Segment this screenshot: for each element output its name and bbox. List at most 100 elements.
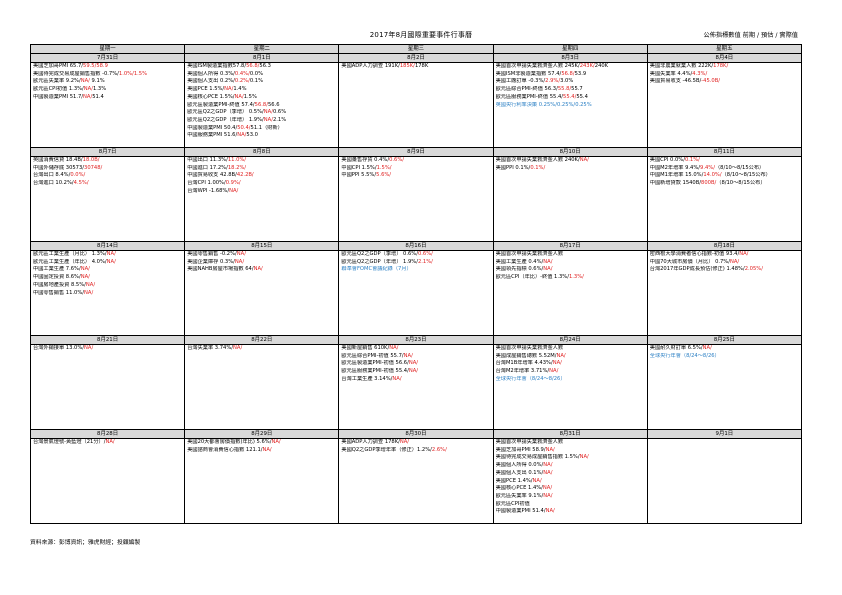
event-item: 美國PCE 1.4%/NA/	[496, 478, 645, 486]
event-forecast: NA/	[543, 266, 553, 273]
event-text: 美國首次申請失業救濟金人數 245K/	[495, 63, 580, 70]
event-text: 美國諮商會消費信心指數 121.1/	[187, 446, 263, 453]
event-forecast: NA/	[253, 266, 263, 273]
legend: 公佈指標數值 前期 / 預估 / 實際值	[703, 32, 798, 39]
event-list: 英國消費信貸 18.4B/18.0B/中國外儲存底 30573/30748/台灣…	[32, 158, 184, 241]
date-row: 7月31日 8月1日 8月2日 8月3日 8月4日	[29, 53, 803, 63]
event-forecast: 56.8/	[561, 70, 575, 77]
event-text: 美國待完成交易成屋銷售指數 1.5%/	[495, 454, 580, 461]
event-text: 台灣2017年GDP成長預估(修正) 1.48%/	[649, 266, 745, 273]
calendar-table: 星期一 星期二 星期三 星期四 星期五 7月31日 8月1日 8月2日 8月3日 8月4…	[29, 44, 803, 524]
event-text: 歐元區Q2之GDP（年增） 1.9%/	[341, 258, 418, 265]
event-item: 美國核心PCE 1.4%/NA/	[496, 485, 645, 493]
event-text: 中國CPI 1.5%/	[341, 164, 377, 171]
event-actual: （8/10～8/15公布）	[714, 164, 765, 171]
day-events-cell: 美國首次申請失業救濟金人數 245K/243K/240K 美國ISM非製造業指數 …	[492, 62, 648, 148]
event-text: 歐元區失業率 9.1%/	[495, 492, 544, 499]
event-text: 全球央行年會（8/24～8/26）	[649, 352, 720, 359]
event-item: 美國個人支出 0.1%/NA/	[496, 470, 645, 478]
event-text: 歐元區CPI初值	[495, 500, 530, 507]
event-item: 台灣CPI 1.00%/0.9%/	[187, 180, 336, 188]
event-list: 美國首次申請失業救濟金人數 美國成屋銷售總數 5.52M/NA/台灣M1B年增率 …	[494, 346, 646, 429]
event-text: 歐元區工業生產（月比） 1.3%/	[33, 251, 107, 258]
event-item: 台灣進口 10.2%/4.5%/	[33, 180, 182, 188]
event-item: 歐元區CPI（年比）-終值 1.3%/1.3%/	[496, 274, 645, 282]
event-item: 美國20大都會房價指數(年比) 5.6%/NA/	[187, 440, 336, 447]
event-forecast: NA/	[543, 469, 553, 476]
date-cell: 8月31日	[492, 429, 648, 439]
date-cell: 8月16日	[338, 241, 494, 251]
event-item: 歐元區Q2之GDP（季增） 0.6%/0.6%/	[341, 251, 490, 259]
event-text: 歐元區服務業PMI-初值 55.4/	[341, 368, 409, 375]
event-forecast: NA/	[545, 508, 555, 515]
event-item: 台灣2017年GDP成長預估(修正) 1.48%/2.05%/	[650, 266, 799, 274]
event-forecast: 14.0%/	[703, 172, 722, 179]
event-text: 中國製造業PMI 51.4/	[495, 508, 546, 515]
event-list: 美國芝加哥PMI 65.7/59.5/58.9 美國待完成交易成屋銷售指數 -0.…	[32, 63, 184, 147]
event-text: 中國M2年增率 9.4%/	[649, 164, 701, 171]
event-item: 美國ISM製造業指數57.8/56.8/56.3	[187, 64, 336, 71]
event-forecast: 2.6%/	[431, 446, 447, 453]
event-text: 美國企業庫存 0.3%/	[187, 258, 235, 265]
event-item: 美國ISM非製造業指數 57.4/56.8/53.9	[496, 71, 645, 79]
event-item: 台灣外銷接單 13.0%/NA/	[33, 346, 182, 353]
event-forecast: NA/	[543, 258, 553, 265]
event-item: 美國首次申請失業救濟金人數 240K/NA/	[495, 157, 645, 165]
event-forecast: NA/	[542, 485, 553, 492]
date-cell: 8月7日	[29, 147, 186, 157]
event-forecast: NA/	[263, 116, 273, 123]
event-text: 中國零售銷售 11.0%/	[33, 289, 85, 296]
event-item: 中國PPI 5.5%/5.6%/	[341, 172, 490, 180]
date-row: 8月28日 8月29日 8月30日 8月31日 9月1日	[29, 429, 803, 439]
event-forecast: NA/	[80, 78, 90, 85]
weekday-header: 星期四	[492, 44, 648, 54]
event-text: 美國首次申請失業救濟金人數	[495, 439, 564, 446]
event-item: 歐元區綜合PMI-初值 55.7/NA/	[341, 353, 490, 361]
event-item: 歐元區Q2之GDP（年增） 1.9%/2.1%/	[341, 259, 490, 267]
event-forecast: 1.3%/	[568, 274, 584, 281]
event-item: 美國失業率 4.4%/4.3%/	[650, 71, 799, 79]
event-list: 美國耐久財訂單 6.5%/NA/全球央行年會（8/24～8/26）	[648, 346, 800, 429]
event-text: 美國芝加哥PMI 65.7/	[33, 63, 84, 70]
event-text: 中國70大城市房價（月比） 0.7%/	[649, 258, 730, 265]
event-forecast: NA/	[543, 462, 553, 469]
event-item: 美國芝加哥PMI 65.7/59.5/58.9	[33, 63, 182, 71]
event-text: 歐元區服務業PMI-終值 55.4/	[495, 93, 564, 100]
event-item: 美國零售銷售 -0.2%/NA/	[187, 252, 336, 259]
event-forecast: NA/	[408, 360, 419, 367]
day-events-cell: 中國出口 11.3%/11.0%/中國進口 17.2%/18.2%/中國貿易收支…	[184, 156, 340, 242]
event-item: 中國70大城市房價（月比） 0.7%/NA/	[650, 259, 799, 267]
event-list: 美國躉售存貨 0.4%/0.6%/中國CPI 1.5%/1.5%/中國PPI 5…	[340, 157, 492, 241]
event-forecast: 800B/	[701, 180, 717, 187]
event-text: 美國躉售存貨 0.4%/	[341, 157, 390, 164]
event-forecast: 55.8/	[557, 86, 572, 93]
event-item: 歐元區工業生產（月比） 1.3%/NA/	[33, 251, 182, 259]
page-title: 2017年8月國際重要事件行事曆	[369, 31, 473, 39]
event-text: 美國首次申請失業救濟金人數 240K/	[495, 157, 580, 164]
event-item: 美國首次申請失業救濟金人數 245K/243K/240K	[495, 63, 645, 71]
event-item: 歐元區Q2之GDP（年增） 1.9%/NA/2.1%	[187, 117, 336, 125]
event-list: 美國20大都會房價指數(年比) 5.6%/NA/美國諮商會消費信心指數 121.…	[186, 440, 338, 523]
event-forecast: NA/	[532, 477, 542, 484]
event-item: 歐元區製造業PMI-初值 56.6/NA/	[341, 360, 490, 368]
event-actual: 9.1%	[89, 78, 105, 85]
event-text: 歐元區Q2之GDP（季增） 0.6%/	[341, 251, 418, 258]
event-text: 中國進口 17.2%/	[187, 164, 228, 171]
event-forecast: 0.9%/	[225, 180, 241, 187]
event-item: 中國服務業PMI 51.6/NA/53.0	[187, 132, 336, 140]
event-text: 中國固定投資 8.6%/	[33, 274, 81, 281]
event-text: 台灣進口 10.2%/	[33, 180, 74, 187]
date-cell: 8月15日	[184, 241, 340, 251]
event-forecast: 0.6%/	[389, 157, 405, 164]
date-row: 8月7日 8月8日 8月9日 8月10日 8月11日	[29, 147, 803, 157]
weekday-header: 星期三	[338, 44, 494, 54]
event-list: 歐元區工業生產（月比） 1.3%/NA/歐元區工業生產（年比） 4.0%/NA/…	[32, 251, 184, 335]
day-events-cell: 美國首次申請失業救濟金人數 美國芝加哥PMI 58.9/NA/美國待完成交易成屋銷…	[492, 438, 648, 524]
event-item: 美國成屋銷售總數 5.52M/NA/	[496, 353, 645, 361]
event-actual: （8/10～8/15公布）	[716, 180, 766, 187]
day-events-cell: 台灣景氣燈號-黃藍燈（21分）/NA/	[29, 438, 186, 524]
event-forecast: 11.0%/	[227, 157, 247, 164]
event-text: 歐元區工業生產（年比） 4.0%/	[33, 258, 107, 265]
event-list: 美國ADP人力調查 191K/185K/178K	[340, 64, 492, 147]
event-text: 美國ISM非製造業指數 57.4/	[495, 70, 562, 77]
